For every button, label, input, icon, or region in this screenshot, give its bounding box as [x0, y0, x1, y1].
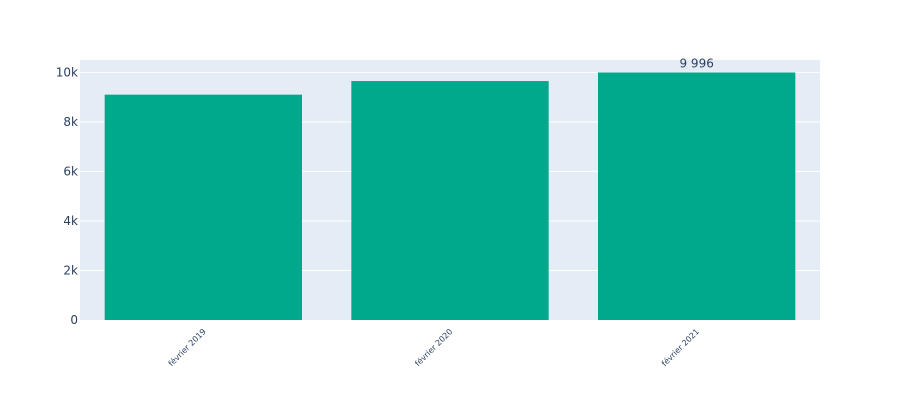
- bar-value-label: 9 996: [679, 56, 713, 70]
- y-tick-label: 8k: [63, 115, 78, 129]
- bars: [104, 72, 796, 321]
- bar: [598, 72, 796, 320]
- y-tick-label: 10k: [56, 65, 78, 79]
- y-tick-label: 4k: [63, 214, 78, 228]
- bar: [351, 81, 549, 320]
- y-tick-label: 2k: [63, 263, 78, 277]
- data-labels: 9 996: [679, 56, 713, 70]
- x-axis-ticks: février 2019 février 2020 février 2021: [166, 326, 701, 368]
- x-tick-label: février 2021: [659, 326, 701, 368]
- y-tick-label: 6k: [63, 164, 78, 178]
- bar: [104, 94, 303, 321]
- x-tick-label: février 2019: [166, 326, 208, 368]
- y-axis-ticks: 0 2k 4k 6k 8k 10k: [56, 65, 78, 327]
- x-tick-label: février 2020: [413, 326, 455, 368]
- y-tick-label: 0: [70, 313, 78, 327]
